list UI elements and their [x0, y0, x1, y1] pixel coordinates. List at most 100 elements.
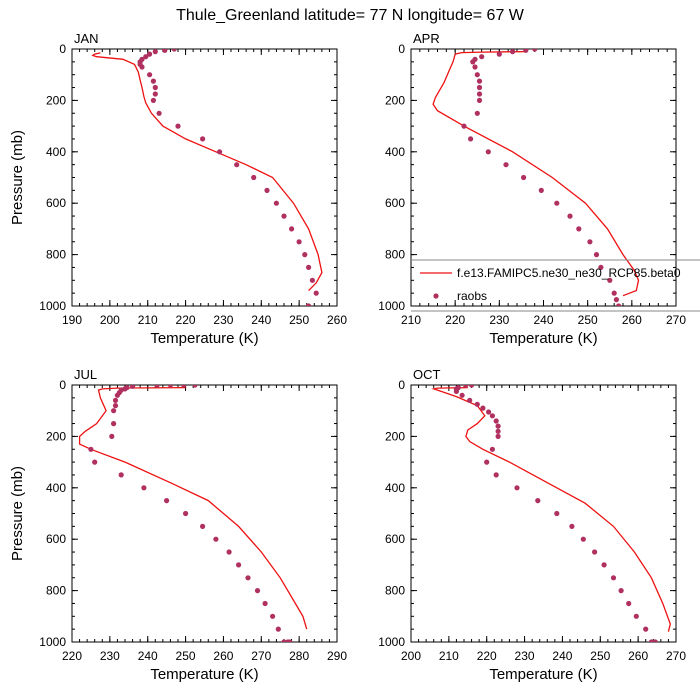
- x-tick-label: 230: [100, 649, 120, 663]
- raobs-point: [616, 303, 622, 306]
- plot-frame: [410, 384, 677, 643]
- raobs-point: [633, 613, 639, 619]
- x-tick-label: 230: [515, 649, 535, 663]
- raobs-point: [598, 264, 604, 270]
- y-tick-label: 0: [59, 378, 66, 392]
- x-tick-label: 250: [176, 649, 196, 663]
- model-profile-line: [432, 50, 640, 297]
- raobs-point: [167, 385, 173, 388]
- raobs-point: [147, 72, 153, 78]
- raobs-point: [495, 433, 501, 439]
- raobs-point: [289, 226, 295, 232]
- raobs-point: [652, 639, 658, 642]
- raobs-point: [474, 72, 480, 78]
- raobs-point: [262, 600, 268, 607]
- raobs-point: [302, 252, 308, 258]
- panels-group: JAN 190 200 210 220 230 240 250 260 0 200 400 600 800…: [9, 31, 686, 683]
- x-tick-label: 230: [489, 313, 509, 327]
- raobs-point: [611, 290, 617, 296]
- x-tick-label: 270: [251, 649, 271, 663]
- raobs-point: [150, 78, 156, 84]
- data-layer: [431, 385, 671, 642]
- raobs-point: [200, 523, 206, 530]
- y-tick-label: 400: [385, 145, 405, 159]
- x-tick-label: 210: [138, 313, 158, 327]
- y-tick-label: 400: [46, 145, 66, 159]
- x-axis-label: Temperature (K): [489, 330, 597, 347]
- panel-jan: JAN 190 200 210 220 230 240 250 260 0 200 400 600 800…: [9, 31, 347, 347]
- panel-label: JUL: [74, 367, 97, 382]
- raobs-point: [139, 64, 145, 70]
- raobs-point: [554, 510, 560, 517]
- raobs-point: [470, 59, 476, 65]
- raobs-point: [143, 54, 149, 60]
- raobs-point: [217, 149, 223, 155]
- raobs-point: [509, 49, 516, 55]
- y-tick-label: 600: [385, 196, 405, 210]
- raobs-point: [538, 187, 544, 193]
- raobs-point: [643, 626, 649, 632]
- data-layer: [432, 49, 640, 306]
- raobs-point: [476, 78, 483, 84]
- raobs-point: [164, 498, 170, 504]
- y-tick-label: 800: [46, 248, 66, 262]
- raobs-point: [467, 397, 473, 403]
- y-tick-label: 800: [46, 584, 66, 598]
- raobs-point: [154, 385, 160, 388]
- raobs-point: [162, 49, 168, 53]
- raobs-point: [156, 110, 162, 116]
- y-tick-label: 0: [398, 378, 405, 392]
- raobs-point: [453, 388, 459, 394]
- x-tick-label: 260: [622, 313, 642, 327]
- raobs-point: [601, 562, 607, 568]
- x-axis-label: Temperature (K): [150, 666, 258, 683]
- raobs-point: [493, 418, 499, 424]
- raobs-point: [200, 136, 206, 142]
- x-tick-label: 230: [213, 313, 233, 327]
- raobs-point: [273, 200, 279, 206]
- raobs-point: [296, 239, 302, 245]
- x-tick-label: 210: [401, 313, 421, 327]
- raobs-point: [152, 49, 158, 55]
- data-layer: [91, 49, 323, 306]
- raobs-point: [476, 97, 483, 103]
- raobs-point: [270, 613, 276, 619]
- raobs-point: [592, 549, 598, 555]
- y-axis-label: Pressure (mb): [9, 466, 26, 561]
- model-profile-line: [431, 386, 671, 632]
- raobs-point: [468, 136, 474, 142]
- y-tick-label: 200: [46, 93, 66, 107]
- raobs-point: [463, 385, 469, 388]
- raobs-point: [226, 549, 232, 555]
- raobs-point: [275, 626, 281, 632]
- x-tick-label: 270: [666, 649, 686, 663]
- legend-model-label: f.e13.FAMIPC5.ne30_ne30_RCP85.beta0: [457, 266, 681, 280]
- x-tick-label: 250: [590, 649, 610, 663]
- raobs-point: [474, 110, 480, 116]
- y-tick-label: 1000: [378, 299, 405, 313]
- x-tick-label: 270: [666, 313, 686, 327]
- raobs-point: [313, 290, 319, 296]
- raobs-point: [183, 510, 189, 517]
- panel-label: JAN: [74, 31, 99, 46]
- raobs-point: [281, 213, 287, 219]
- raobs-point: [489, 413, 495, 419]
- raobs-point: [112, 397, 119, 403]
- raobs-point: [484, 459, 490, 465]
- x-tick-label: 240: [251, 313, 271, 327]
- raobs-point: [485, 149, 491, 155]
- raobs-point: [535, 498, 541, 504]
- x-tick-label: 260: [327, 313, 347, 327]
- y-tick-label: 1000: [39, 635, 66, 649]
- panel-label: OCT: [413, 367, 441, 382]
- x-tick-label: 200: [100, 313, 120, 327]
- raobs-point: [118, 472, 124, 478]
- x-axis-label: Temperature (K): [489, 666, 597, 683]
- raobs-point: [610, 575, 617, 581]
- x-tick-label: 240: [552, 649, 572, 663]
- x-tick-label: 240: [138, 649, 158, 663]
- raobs-point: [587, 239, 593, 245]
- raobs-point: [114, 392, 120, 398]
